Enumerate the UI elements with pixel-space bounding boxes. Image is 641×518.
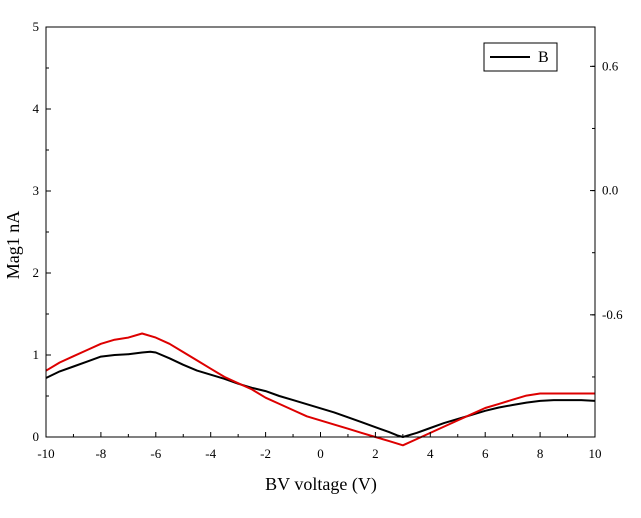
x-tick-label: 10 [589,446,602,461]
y-tick-label: 2 [33,265,40,280]
y2-tick-label: 0.0 [602,183,618,198]
x-tick-label: 8 [537,446,544,461]
y2-tick-label: -0.6 [602,307,623,322]
legend-label-b: B [538,49,549,66]
y-tick-label: 0 [33,429,40,444]
y2-tick-label: 0.6 [602,58,619,73]
y-axis-title: Mag1 nA [3,211,23,280]
x-tick-label: -10 [37,446,54,461]
y-tick-label: 5 [33,19,40,34]
x-tick-label: 2 [372,446,379,461]
x-tick-label: 4 [427,446,434,461]
legend: B [483,42,558,72]
series-line-b [45,350,596,438]
plot-frame [45,26,596,438]
series-layer [45,332,596,447]
y-tick-label: 1 [33,347,40,362]
y-tick-label: 4 [33,101,40,116]
x-tick-label: -2 [260,446,271,461]
x-tick-label: 6 [482,446,489,461]
ticks-layer: -10 -8 -6 -4 -2 0 2 4 6 8 10 0 1 2 3 4 5 0.6 0.0 -0.6 [33,19,624,461]
x-axis-title: BV voltage (V) [265,474,377,495]
x-tick-label: -6 [150,446,161,461]
series-line-red [45,332,595,447]
x-tick-label: -8 [95,446,106,461]
x-tick-label: -4 [205,446,216,461]
y-tick-label: 3 [33,183,40,198]
x-tick-label: 0 [317,446,324,461]
